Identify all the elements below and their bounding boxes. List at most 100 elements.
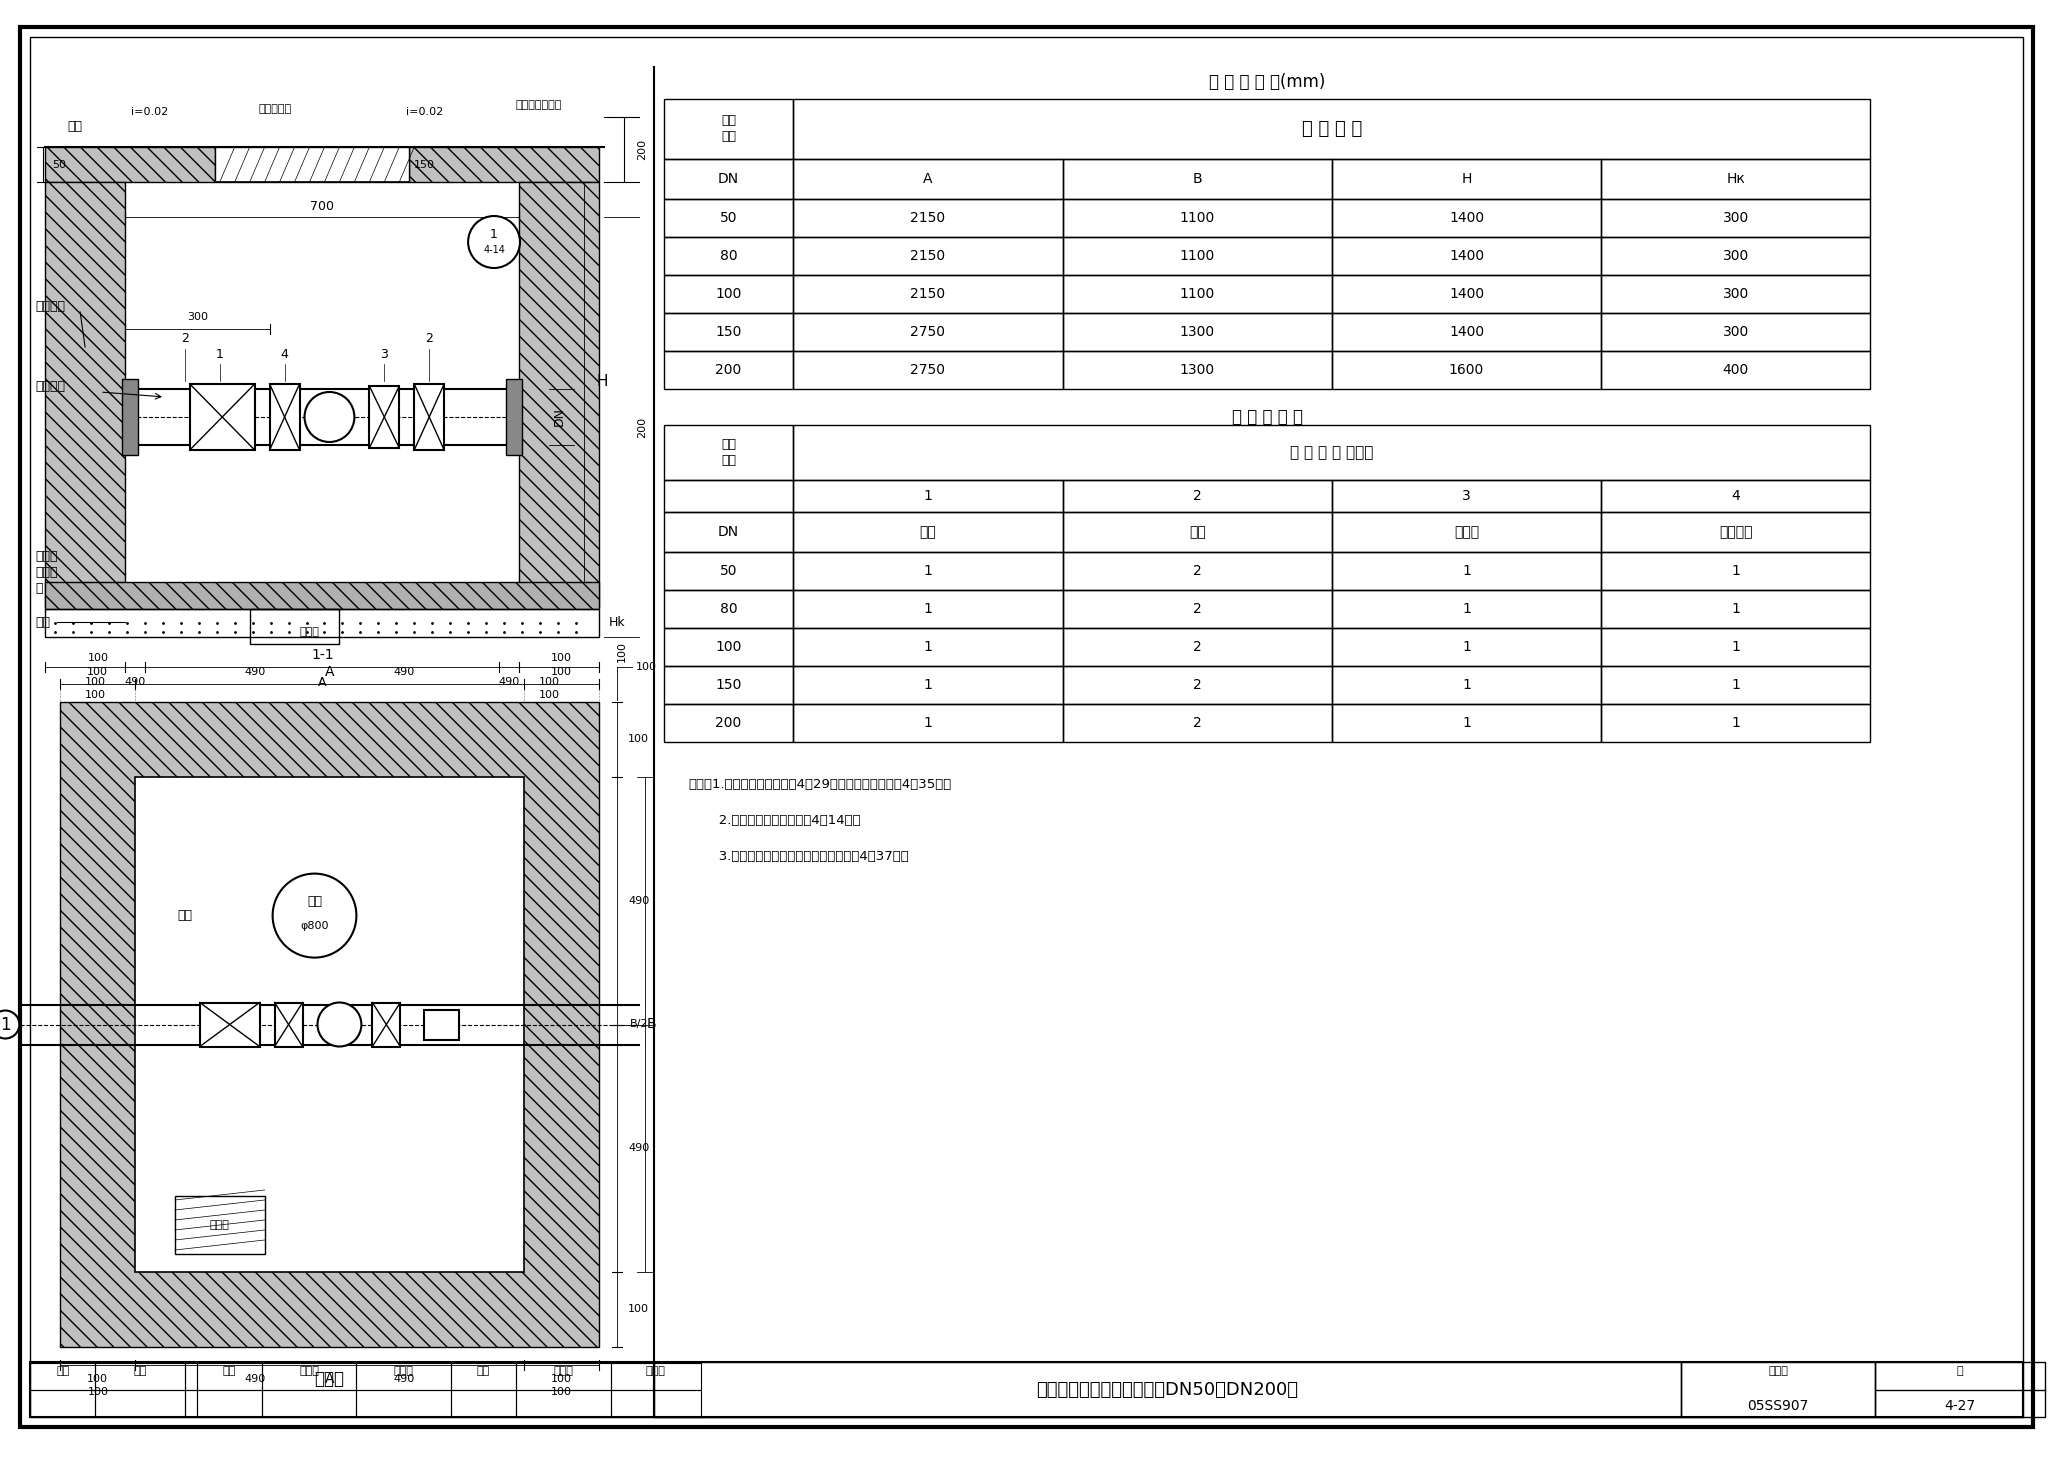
Text: 1: 1 [489,229,498,242]
Bar [1063,237,1331,275]
Text: 150: 150 [715,325,741,339]
Text: 图集号: 图集号 [1767,1367,1788,1375]
Bar [664,200,793,237]
Text: 3: 3 [1462,490,1470,503]
Bar [1063,628,1331,666]
Bar [184,1390,197,1418]
Text: 集水坑: 集水坑 [299,627,319,637]
Text: 2: 2 [1192,640,1202,654]
Bar [1331,200,1602,237]
Text: 300: 300 [1722,211,1749,224]
Text: Hk: Hk [608,616,625,629]
Text: 100: 100 [629,1304,649,1314]
Bar [610,1390,700,1418]
Text: B: B [1192,172,1202,186]
Text: 1100: 1100 [1180,211,1214,224]
Circle shape [305,392,354,441]
Bar [1331,159,1602,200]
Circle shape [317,1002,360,1046]
Bar [1602,628,1870,666]
Text: 4-27: 4-27 [1946,1399,1976,1413]
Bar [664,275,793,313]
Text: 井盖及支座: 井盖及支座 [258,103,291,114]
Bar [664,237,793,275]
Text: 审核: 审核 [55,1367,70,1375]
Text: 砖砌井壁: 砖砌井壁 [35,300,66,313]
Text: 各 部 材 料 表: 各 部 材 料 表 [1231,408,1303,425]
Bar [31,1362,94,1390]
Text: 3: 3 [381,348,389,360]
Text: 2: 2 [180,332,188,345]
Bar [356,1390,451,1418]
Bar [190,385,254,450]
Bar [45,581,598,609]
Bar [1331,479,1602,511]
Text: 1: 1 [1462,564,1470,578]
Text: 1: 1 [1731,715,1741,730]
Bar [123,379,137,455]
Text: 各 部 尺 寸 表(mm): 各 部 尺 寸 表(mm) [1208,73,1325,90]
Text: 2: 2 [1192,490,1202,503]
Bar [1602,159,1870,200]
Text: 1-1: 1-1 [311,648,334,661]
Bar [1331,552,1602,590]
Text: 100: 100 [551,1374,571,1384]
Text: 100: 100 [616,641,627,661]
Text: 100: 100 [551,1387,571,1397]
Text: 垫层: 垫层 [35,615,51,628]
Text: 700: 700 [309,201,334,214]
Bar [451,1362,516,1390]
Text: A: A [317,676,326,689]
Text: 姚光石: 姚光石 [553,1367,573,1375]
Text: 200: 200 [715,363,741,377]
Text: 1: 1 [1731,678,1741,692]
Text: 2750: 2750 [911,363,946,377]
Bar [793,313,1063,351]
Bar [793,425,1870,479]
Text: 100: 100 [539,678,559,688]
Bar [1063,313,1331,351]
Bar [793,628,1063,666]
Bar [664,425,793,479]
Text: 钢筋混凝土盖板: 钢筋混凝土盖板 [516,101,561,109]
Text: B: B [647,1017,657,1032]
Bar [94,1362,184,1390]
Text: 100: 100 [88,653,109,663]
Bar [1331,351,1602,389]
Text: 05SS907: 05SS907 [1747,1399,1808,1413]
Bar [1681,1362,1876,1418]
Bar [1063,511,1331,552]
Text: H: H [1462,172,1473,186]
Text: 100: 100 [84,678,106,688]
Text: 400: 400 [1722,363,1749,377]
Text: 2750: 2750 [911,325,946,339]
Bar [793,237,1063,275]
Circle shape [469,216,520,268]
Text: 地面: 地面 [68,121,82,134]
Text: 说明：1.盖板平面布置图见第4－29页，底板配筋图见第4－35页。: 说明：1.盖板平面布置图见第4－29页，底板配筋图见第4－35页。 [688,778,952,791]
Text: DN: DN [719,525,739,539]
Bar [1331,628,1602,666]
Text: 2: 2 [1192,715,1202,730]
Text: 100: 100 [88,1387,109,1397]
Text: 1: 1 [1462,715,1470,730]
Bar [664,159,793,200]
Bar [215,147,410,182]
Text: 1400: 1400 [1448,325,1485,339]
Text: 1: 1 [924,602,932,616]
Bar [516,1362,610,1390]
Bar [1602,552,1870,590]
Text: 钢筋混: 钢筋混 [35,551,57,564]
Text: 1: 1 [924,678,932,692]
Text: 止回阀: 止回阀 [1454,525,1479,539]
Bar [793,552,1063,590]
Bar [664,552,793,590]
Bar [1602,275,1870,313]
Bar [1331,511,1602,552]
Text: H: H [596,374,608,389]
Text: 2: 2 [1192,602,1202,616]
Bar [45,182,125,608]
Text: 100: 100 [88,667,109,678]
Bar [793,511,1063,552]
Text: 2: 2 [426,332,432,345]
